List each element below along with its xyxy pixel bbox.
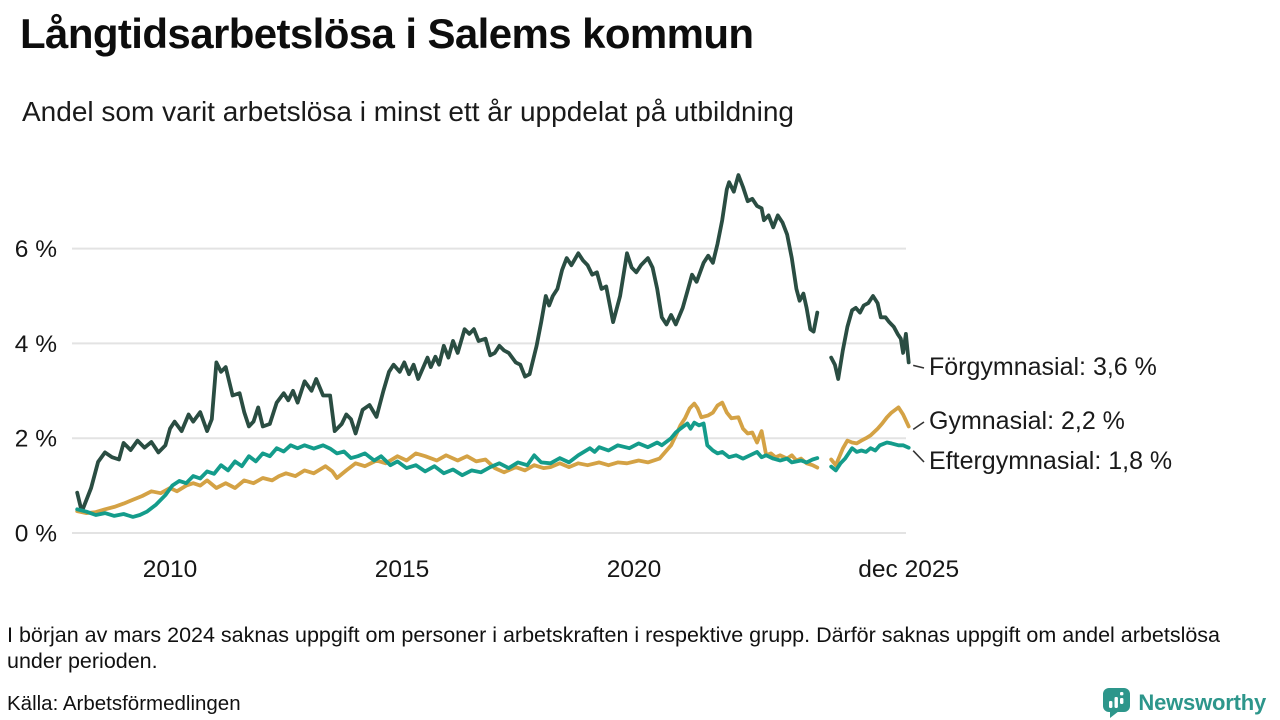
footnote: I början av mars 2024 saknas uppgift om … bbox=[7, 623, 1221, 674]
series-line-gymnasial bbox=[75, 400, 820, 515]
newsworthy-logo: Newsworthy bbox=[1102, 687, 1266, 718]
series-line-eftergymnasial bbox=[829, 440, 911, 473]
y-tick-label: 4 % bbox=[15, 331, 57, 358]
x-tick-label: dec 2025 bbox=[858, 556, 959, 583]
series-line-eftergymnasial bbox=[75, 420, 820, 519]
series-end-label-eftergymnasial: Eftergymnasial: 1,8 % bbox=[929, 447, 1173, 475]
x-tick-label: 2015 bbox=[375, 556, 430, 583]
series-end-label-gymnasial: Gymnasial: 2,2 % bbox=[929, 407, 1125, 435]
source-note: Källa: Arbetsförmedlingen bbox=[7, 692, 241, 715]
x-tick-label: 2020 bbox=[607, 556, 662, 583]
x-tick-label: 2010 bbox=[143, 556, 198, 583]
y-tick-label: 6 % bbox=[15, 236, 57, 263]
series-line-gymnasial bbox=[829, 405, 911, 468]
end-label-connector-forgymnasial bbox=[912, 364, 925, 369]
end-label-connector-eftergymnasial bbox=[912, 450, 925, 463]
page-title: Långtidsarbetslösa i Salems kommun bbox=[20, 10, 754, 57]
y-tick-label: 2 % bbox=[15, 426, 57, 453]
series-line-forgymnasial bbox=[75, 173, 820, 514]
series-line-forgymnasial bbox=[829, 294, 911, 381]
y-tick-label: 0 % bbox=[15, 521, 57, 548]
page-subtitle: Andel som varit arbetslösa i minst ett å… bbox=[22, 96, 794, 127]
logo-text: Newsworthy bbox=[1138, 689, 1266, 715]
series-end-label-forgymnasial: Förgymnasial: 3,6 % bbox=[929, 353, 1157, 381]
speech-bubble-bar-chart-icon bbox=[1103, 688, 1131, 718]
end-label-connector-gymnasial bbox=[912, 421, 925, 431]
